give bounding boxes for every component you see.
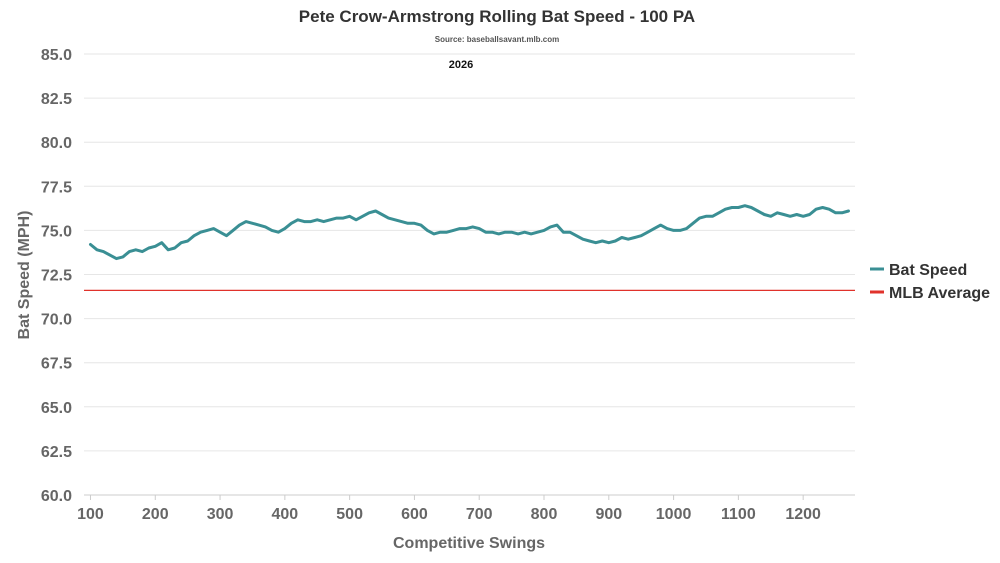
chart-title: Pete Crow-Armstrong Rolling Bat Speed - … [299, 7, 695, 26]
bat-speed-line[interactable] [89, 204, 850, 261]
legend-label-mlb-average: MLB Average [889, 285, 990, 302]
y-tick-label: 62.5 [41, 444, 72, 461]
y-tick-label: 82.5 [41, 91, 72, 108]
x-axis-title: Competitive Swings [393, 535, 545, 552]
year-annotation: 2026 [449, 59, 473, 71]
x-tick-label: 800 [531, 506, 558, 523]
chart-subtitle: Source: baseballsavant.mlb.com [435, 35, 560, 44]
x-tick-label: 900 [595, 506, 622, 523]
x-tick-label: 1000 [656, 506, 692, 523]
x-tick-label: 100 [77, 506, 104, 523]
y-tick-label: 65.0 [41, 400, 72, 417]
x-tick-label: 1100 [721, 506, 756, 523]
y-tick-label: 67.5 [41, 356, 72, 373]
legend-label-bat-speed: Bat Speed [889, 262, 967, 279]
legend: Bat Speed MLB Average [870, 262, 990, 302]
y-tick-label: 85.0 [41, 47, 72, 64]
x-tick-label: 600 [401, 506, 428, 523]
series-layer [84, 204, 855, 291]
axes: 60.0 62.5 65.0 67.5 70.0 72.5 75.0 77.5 80.0 82.5… [41, 47, 855, 523]
x-tick-label: 200 [142, 506, 169, 523]
grid [84, 53, 855, 496]
y-tick-label: 70.0 [41, 312, 72, 329]
y-axis-title: Bat Speed (MPH) [16, 211, 33, 340]
legend-item-mlb-average[interactable]: MLB Average [870, 285, 990, 302]
y-tick-label: 75.0 [41, 223, 72, 240]
y-tick-label: 77.5 [41, 179, 72, 196]
x-tick-label: 400 [271, 506, 298, 523]
legend-item-bat-speed[interactable]: Bat Speed [870, 262, 967, 279]
x-tick-label: 500 [336, 506, 363, 523]
y-tick-label: 72.5 [41, 268, 72, 285]
x-tick-label: 300 [207, 506, 234, 523]
x-tick-label: 700 [466, 506, 493, 523]
x-tick-label: 1200 [785, 506, 821, 523]
y-tick-label: 60.0 [41, 488, 72, 505]
y-tick-label: 80.0 [41, 135, 72, 152]
